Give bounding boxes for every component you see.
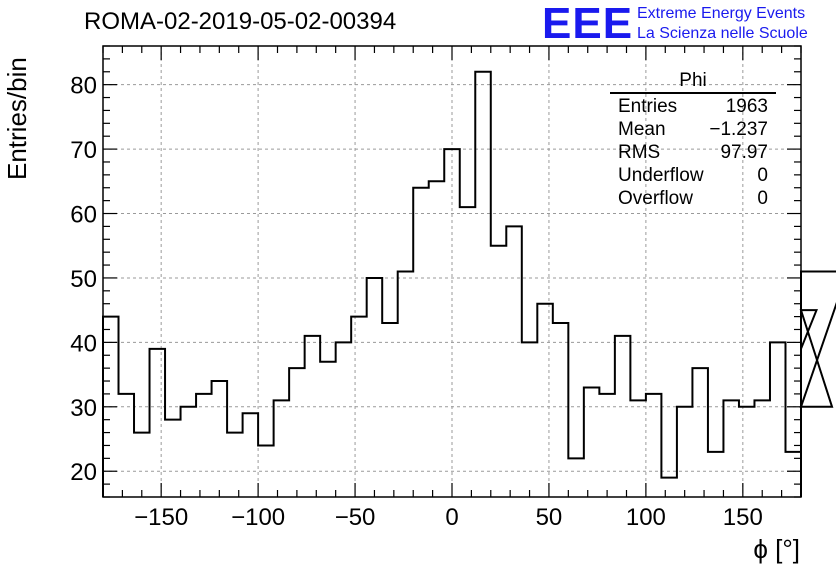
stats-value: 97.97 [720,142,768,163]
histogram-bin [351,317,367,497]
y-tick-label: 40 [70,330,97,357]
histogram-bin [274,400,290,497]
x-tick-label: −50 [335,504,376,531]
histogram-bin [165,420,181,497]
histogram-bin [599,394,615,497]
x-tick-label: 150 [723,504,763,531]
stats-value: 0 [757,165,768,186]
histogram-series [102,70,836,498]
histogram-bin [305,336,321,497]
y-tick-label: 60 [70,202,97,229]
histogram-bin [196,394,212,497]
stats-row-underflow: Underflow 0 [610,164,776,187]
histogram-bin [444,149,460,497]
stats-label: RMS [618,142,661,163]
histogram-bin [212,381,228,497]
axes: −150 −100 −50 0 50 100 150 20 30 40 50 60 70 80 [70,45,802,531]
histogram-bin [646,394,662,497]
stats-label: Mean [618,119,666,140]
x-tick-label: 0 [445,504,458,531]
histogram-bin [584,387,600,497]
histogram-bin [336,342,352,497]
x-tick-label: 50 [536,504,563,531]
histogram-bin [258,445,274,497]
histogram-bin [615,336,631,497]
histogram-bin [227,433,243,497]
stats-label: Underflow [618,165,704,186]
histogram-bin [692,368,708,497]
eee-logo: EEE [542,0,634,48]
histogram-bin [243,413,259,497]
stats-row-overflow: Overflow 0 [610,187,776,210]
logo-caption-line1: Extreme Energy Events [637,5,806,22]
stats-box: Phi Entries 1963 Mean −1.237 RMS 97.97 U… [610,70,776,210]
histogram-bin [553,323,569,497]
histogram-bin [677,407,693,497]
histogram-bin [475,72,491,497]
histogram-bin [506,226,522,497]
stats-row-mean: Mean −1.237 [610,118,776,141]
histogram-bin [460,207,476,497]
y-tick-label: 50 [70,266,97,293]
stats-value: 0 [757,188,768,209]
histogram-bin [398,272,414,498]
y-axis-label: Entries/bin [2,57,32,180]
stats-row-rms: RMS 97.97 [610,141,776,164]
histogram-bin [630,400,646,497]
histogram-bin [522,342,538,497]
stats-title: Phi [610,70,776,94]
x-axis-label: ϕ [°] [753,534,800,564]
stats-value: 1963 [725,96,768,117]
histogram-bin [367,278,383,497]
histogram-bin [134,433,150,497]
histogram-bin [119,394,135,497]
stats-label: Overflow [618,188,693,209]
histogram-outline [102,70,836,497]
histogram-bin [413,188,429,497]
y-tick-label: 30 [70,395,97,422]
y-tick-label: 70 [70,137,97,164]
logo-caption-line2: La Scienza nelle Scuole [637,25,808,42]
chart-title: ROMA-02-2019-05-02-00394 [84,8,397,35]
histogram-bin [181,407,197,497]
histogram-bin [491,246,507,497]
histogram-bin [429,181,445,497]
histogram-bin [150,349,166,497]
histogram-bin [568,458,584,497]
histogram-bin [537,304,553,497]
histogram-bin [754,400,770,497]
histogram-bin [320,362,336,497]
histogram-bin [289,368,305,497]
stats-row-entries: Entries 1963 [610,95,776,118]
x-tick-label: 100 [626,504,666,531]
histogram-bin [723,400,739,497]
histogram-bin [661,478,677,497]
stats-label: Entries [618,96,678,117]
histogram-bin [382,323,398,497]
stats-value: −1.237 [709,119,768,140]
histogram-bin [770,342,786,497]
histogram-bin [708,452,724,497]
y-tick-label: 20 [70,459,97,486]
histogram-bin [739,407,755,497]
y-tick-label: 80 [70,73,97,100]
x-tick-label: −150 [134,504,188,531]
x-tick-label: −100 [231,504,285,531]
